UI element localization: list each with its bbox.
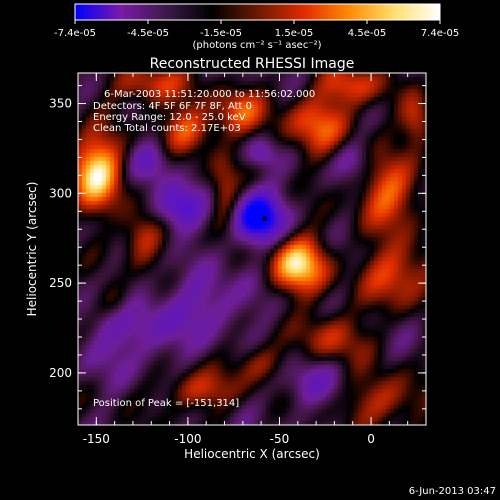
axis-tick-labels: -150 -100 -50 0 200 250 300 350 bbox=[49, 97, 375, 446]
colorbar-units-label: (photons cm⁻² s⁻¹ asec⁻²) bbox=[192, 40, 321, 51]
colorbar-tick-label: -1.5e-05 bbox=[200, 28, 242, 39]
annotation-time-range: 6-Mar-2003 11:51:20.000 to 11:56:02.000 bbox=[104, 89, 315, 100]
colorbar-tick-label: -4.5e-05 bbox=[127, 28, 169, 39]
colorbar-tick-label: 7.4e-05 bbox=[421, 28, 459, 39]
y-tick-label: 300 bbox=[49, 186, 72, 200]
colorbar bbox=[74, 3, 441, 21]
y-tick-label: 350 bbox=[49, 97, 72, 111]
chart-title: Reconstructed RHESSI Image bbox=[150, 56, 355, 72]
axis-ticks bbox=[78, 73, 427, 425]
annotation-total-counts: Clean Total counts: 2.17E+03 bbox=[93, 123, 241, 134]
x-tick-label: -50 bbox=[270, 432, 290, 446]
peak-position-label: Position of Peak = [-151,314] bbox=[93, 398, 239, 409]
colorbar-tick-label: -7.4e-05 bbox=[54, 28, 96, 39]
x-tick-label: 0 bbox=[367, 432, 375, 446]
footer-date: 6-Jun-2013 03:47 bbox=[409, 486, 496, 497]
annotation-detectors: Detectors: 4F 5F 6F 7F 8F, Att 0 bbox=[93, 101, 252, 112]
heatmap-image bbox=[78, 73, 426, 425]
y-tick-label: 200 bbox=[49, 366, 72, 380]
colorbar-ticks: -7.4e-05 -4.5e-05 -1.5e-05 1.5e-05 4.5e-05 7.… bbox=[54, 20, 459, 39]
annotation-block: 6-Mar-2003 11:51:20.000 to 11:56:02.000 … bbox=[93, 89, 315, 134]
x-tick-label: -100 bbox=[174, 432, 201, 446]
peak-marker bbox=[262, 216, 267, 221]
x-tick-label: -150 bbox=[83, 432, 110, 446]
colorbar-tick-label: 4.5e-05 bbox=[348, 28, 386, 39]
y-axis-label: Heliocentric Y (arcsec) bbox=[25, 182, 39, 317]
annotation-energy-range: Energy Range: 12.0 - 25.0 keV bbox=[93, 112, 246, 123]
plot-frame bbox=[77, 72, 427, 426]
x-axis-label: Heliocentric X (arcsec) bbox=[184, 447, 320, 461]
colorbar-tick-label: 1.5e-05 bbox=[275, 28, 313, 39]
y-tick-label: 250 bbox=[49, 276, 72, 290]
